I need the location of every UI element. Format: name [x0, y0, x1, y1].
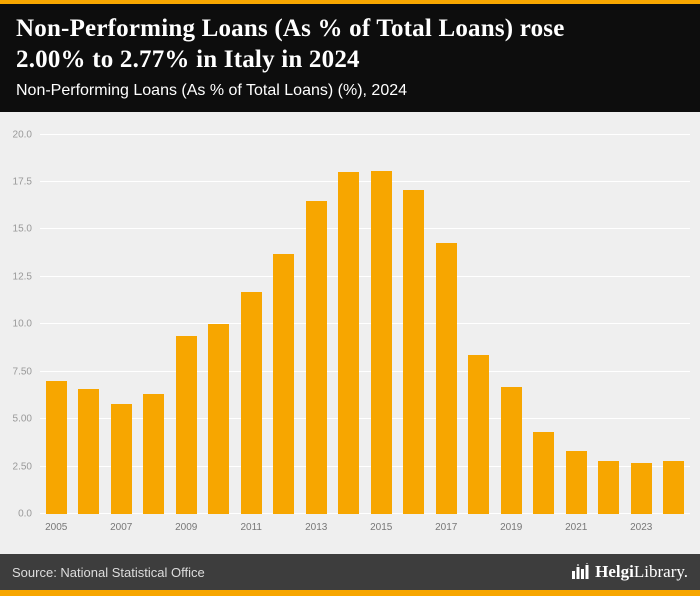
title-line-1: Non-Performing Loans (As % of Total Loan… [16, 15, 565, 42]
bar-2020 [533, 432, 555, 514]
bar-2018 [468, 354, 490, 514]
chart-subtitle: Non-Performing Loans (As % of Total Loan… [16, 82, 408, 99]
x-tick-label [463, 522, 496, 538]
bar-slot [593, 126, 626, 514]
bar-2013 [305, 200, 327, 514]
bar-slot [235, 126, 268, 514]
bottom-accent-bar [0, 590, 700, 596]
gridline [40, 275, 690, 277]
bar-2023 [630, 462, 652, 514]
source-note: Source: National Statistical Office [12, 564, 205, 580]
y-tick-label: 15.0 [12, 223, 32, 235]
x-tick-label: 2007 [110, 522, 133, 533]
bar-2014 [338, 172, 360, 514]
bar-2005 [45, 381, 67, 514]
gridline [40, 228, 690, 230]
x-tick-label: 2009 [175, 522, 198, 533]
bar-slot [430, 126, 463, 514]
x-tick-label [268, 522, 301, 538]
x-tick-label: 2013 [305, 522, 328, 533]
x-tick-label [593, 522, 626, 538]
chart-header: Non-Performing Loans (As % of Total Loan… [0, 4, 700, 112]
logo-wordmark: HelgiLibrary. [595, 562, 688, 582]
bar-2008 [143, 394, 165, 514]
y-tick-label: 12.5 [12, 271, 32, 283]
bar-2019 [500, 386, 522, 514]
bar-slot [73, 126, 106, 514]
bar-slot [625, 126, 658, 514]
bar-slot [495, 126, 528, 514]
bar-slot [300, 126, 333, 514]
bar-slot [528, 126, 561, 514]
x-tick-label: 2019 [500, 522, 523, 533]
y-tick-label: 0.0 [18, 508, 32, 520]
x-tick-label: 2021 [565, 522, 588, 533]
gridline [40, 370, 690, 372]
x-tick-label [398, 522, 431, 538]
y-tick-label: 7.50 [12, 366, 32, 378]
x-tick-label: 2011 [240, 522, 262, 533]
bar-slot [398, 126, 431, 514]
x-tick-label: 2017 [435, 522, 458, 533]
bar-slot [138, 126, 171, 514]
x-tick-label [658, 522, 691, 538]
y-tick-label: 10.0 [12, 318, 32, 330]
bar-slot [203, 126, 236, 514]
bar-2022 [598, 460, 620, 514]
gridline [40, 133, 690, 135]
bar-2006 [78, 388, 100, 514]
x-axis-labels: 2005 2007 2009 2011 2013 2015 2017 2019 2021 2023 [40, 522, 690, 538]
gridline [40, 323, 690, 325]
x-tick-label: 2005 [45, 522, 68, 533]
helgi-library-logo: HelgiLibrary. [571, 562, 688, 582]
gridline [40, 465, 690, 467]
plot-area [40, 126, 690, 514]
logo-text-library: Library. [633, 562, 688, 581]
x-tick-label: 2023 [630, 522, 653, 533]
x-tick-label [333, 522, 366, 538]
x-tick-label [528, 522, 561, 538]
bars [40, 126, 690, 514]
bar-2011 [240, 292, 262, 514]
y-tick-label: 20.0 [12, 129, 32, 141]
footer-bar: Source: National Statistical Office Helg… [0, 554, 700, 590]
title-line-2: 2.00% to 2.77% in Italy in 2024 [16, 45, 360, 73]
bar-2021 [565, 451, 587, 514]
bar-2009 [175, 335, 197, 514]
bar-2017 [435, 242, 457, 514]
bar-slot [658, 126, 691, 514]
bar-2012 [273, 254, 295, 514]
gridline [40, 418, 690, 420]
top-accent-bar [0, 0, 700, 4]
bar-slot [40, 126, 73, 514]
bar-2007 [110, 403, 132, 514]
bar-2024 [663, 461, 685, 514]
x-tick-label [73, 522, 106, 538]
bar-slot [463, 126, 496, 514]
bar-slot [560, 126, 593, 514]
bar-slot [268, 126, 301, 514]
chart-area: 0.0 2.50 5.00 7.50 10.0 12.5 15.0 17.5 20.0 2005… [0, 112, 700, 554]
y-tick-label: 5.00 [12, 413, 32, 425]
bar-slot [105, 126, 138, 514]
x-tick-label [203, 522, 236, 538]
page-title: Non-Performing Loans (As % of Total Loan… [16, 14, 684, 75]
bar-2016 [403, 189, 425, 514]
gridline [40, 513, 690, 514]
x-tick-label: 2015 [370, 522, 393, 533]
x-tick-label [138, 522, 171, 538]
logo-text-helgi: Helgi [595, 562, 634, 581]
bar-slot [365, 126, 398, 514]
bar-2015 [370, 170, 392, 514]
y-tick-label: 2.50 [12, 461, 32, 473]
y-tick-label: 17.5 [12, 176, 32, 188]
y-axis-labels: 0.0 2.50 5.00 7.50 10.0 12.5 15.0 17.5 20.0 [0, 126, 34, 519]
bar-slot [170, 126, 203, 514]
gridline [40, 180, 690, 182]
bar-2010 [208, 324, 230, 514]
bar-slot [333, 126, 366, 514]
bar-chart-logo-icon [571, 562, 589, 582]
